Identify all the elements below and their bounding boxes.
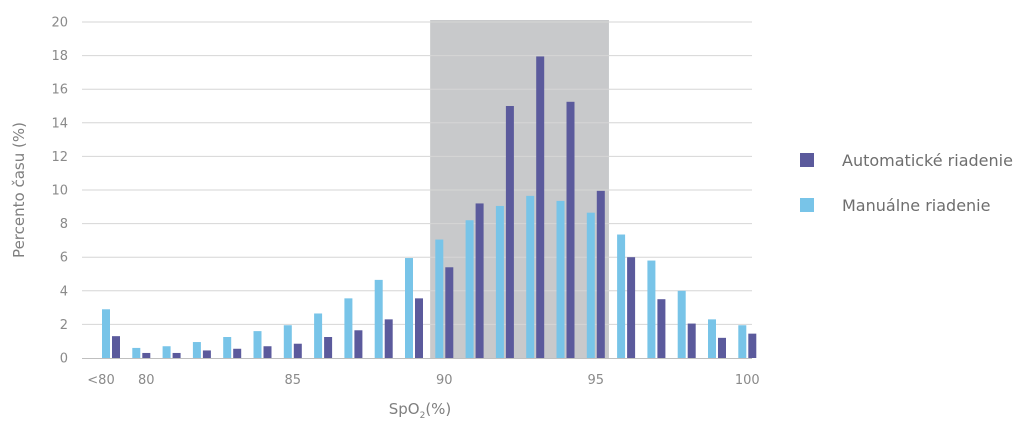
x-axis: <80 80 85 90 95 100: [82, 358, 760, 388]
bar-manualne: [465, 220, 474, 358]
x-tick-label: 85: [285, 373, 302, 388]
bar-manualne: [526, 195, 535, 358]
bar-manualne: [223, 337, 232, 358]
y-tick-label: 2: [60, 318, 68, 333]
y-axis: 0 2 4 6 8 10 12 14 16 18 20: [51, 16, 68, 367]
y-tick-label: 8: [60, 217, 68, 232]
bar-automaticke: [233, 348, 242, 358]
y-tick-label: 10: [51, 184, 68, 199]
bar-automaticke: [445, 267, 454, 358]
legend-label: Automatické riadenie: [842, 151, 1013, 170]
y-tick-label: 20: [51, 16, 68, 31]
legend-label: Manuálne riadenie: [842, 196, 990, 215]
bar-manualne: [162, 346, 171, 358]
bar-manualne: [708, 319, 716, 358]
bar-automaticke: [687, 323, 696, 358]
bar-manualne: [102, 309, 110, 358]
bar-manualne: [677, 290, 686, 358]
x-axis-title-main: SpO: [389, 400, 420, 418]
bar-automaticke: [293, 343, 302, 358]
bar-manualne: [314, 313, 323, 358]
bar-manualne: [556, 200, 565, 358]
y-tick-label: 18: [51, 49, 68, 64]
y-tick-label: 0: [60, 352, 68, 367]
bar-automaticke: [505, 106, 514, 358]
bar-manualne: [495, 205, 504, 358]
x-tick-label: 80: [138, 373, 155, 388]
legend-swatch: [800, 198, 814, 212]
bar-automaticke: [172, 352, 181, 358]
bar-automaticke: [748, 333, 757, 358]
x-tick-label: 95: [588, 373, 605, 388]
x-axis-title-subscript: 2: [420, 411, 426, 421]
legend: Automatické riadenie Manuálne riadenie: [800, 151, 1013, 215]
bar-manualne: [283, 325, 292, 358]
bar-manualne: [435, 239, 444, 358]
bar-manualne: [192, 342, 201, 358]
bar-manualne: [617, 234, 626, 358]
legend-swatch: [800, 153, 814, 167]
bar-automaticke: [566, 101, 575, 359]
y-axis-title: Percento času (%): [10, 122, 28, 258]
bar-manualne: [647, 260, 656, 358]
bar-automaticke: [536, 56, 545, 358]
bar-automaticke: [718, 337, 726, 358]
bar-automaticke: [202, 350, 211, 358]
bar-automaticke: [596, 190, 605, 358]
x-tick-label: <80: [87, 373, 114, 388]
bar-manualne: [586, 212, 595, 358]
bar-automaticke: [263, 346, 272, 358]
bar-manualne: [344, 298, 353, 358]
bars: [102, 56, 757, 359]
y-tick-label: 6: [60, 251, 68, 266]
highlight-band: [430, 20, 609, 358]
bar-manualne: [132, 347, 141, 358]
bar-automaticke: [475, 203, 484, 358]
y-tick-label: 14: [51, 116, 68, 131]
bar-manualne: [738, 325, 747, 358]
bar-automaticke: [112, 336, 120, 358]
bar-automaticke: [142, 352, 151, 358]
x-tick-label: 100: [735, 373, 760, 388]
x-axis-title: SpO2(%): [389, 400, 452, 421]
y-tick-label: 4: [60, 284, 68, 299]
y-tick-label: 12: [51, 150, 68, 165]
y-tick-label: 16: [51, 83, 68, 98]
bar-automaticke: [384, 319, 393, 358]
x-tick-label: 90: [436, 373, 453, 388]
bar-automaticke: [657, 299, 666, 358]
bar-automaticke: [627, 257, 636, 358]
bar-automaticke: [415, 298, 423, 358]
bar-automaticke: [354, 330, 363, 358]
bar-manualne: [374, 279, 383, 358]
gridlines: [82, 21, 752, 325]
bar-manualne: [253, 331, 262, 358]
bar-manualne: [405, 258, 413, 358]
bar-automaticke: [324, 337, 333, 358]
x-axis-title-unit: (%): [425, 400, 451, 418]
